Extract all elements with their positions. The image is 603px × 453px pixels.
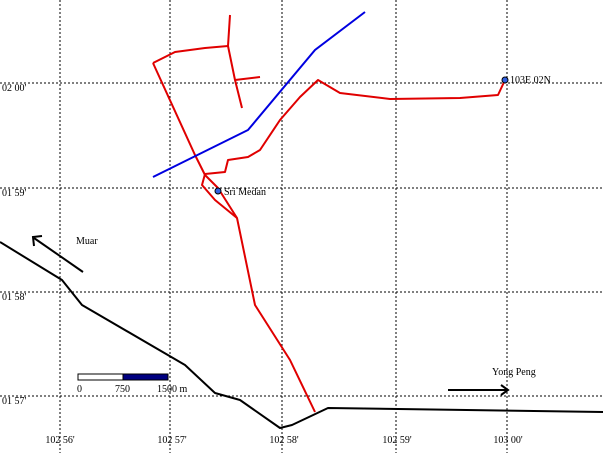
longitude-label: 102 56' bbox=[45, 435, 75, 446]
marker-label: 103E 02N bbox=[510, 75, 551, 86]
longitude-label: 102 57' bbox=[157, 435, 187, 446]
town-point bbox=[214, 187, 222, 195]
longitude-label: 102 58' bbox=[269, 435, 299, 446]
arrow-head bbox=[31, 235, 43, 247]
road bbox=[152, 62, 316, 413]
road bbox=[0, 241, 603, 429]
scale-segment bbox=[122, 373, 169, 381]
marker-point bbox=[501, 76, 509, 84]
place-label: Muar bbox=[76, 236, 98, 247]
scale-bar: 0 750 1500 m bbox=[77, 373, 188, 395]
roads bbox=[0, 11, 603, 429]
arrow-head bbox=[500, 384, 510, 396]
place-label: Yong Peng bbox=[492, 367, 536, 378]
arrow bbox=[33, 237, 84, 273]
latitude-label: 01 57' bbox=[2, 396, 27, 407]
latitude-label: 01 59' bbox=[2, 188, 27, 199]
road bbox=[152, 11, 366, 178]
scale-label: 750 bbox=[115, 384, 130, 395]
longitude-label: 102 59' bbox=[382, 435, 412, 446]
scale-label: 1500 m bbox=[157, 384, 188, 395]
road bbox=[234, 76, 261, 81]
road bbox=[152, 45, 229, 64]
longitude-label: 103 00' bbox=[493, 435, 523, 446]
town-label: Sri Medan bbox=[224, 187, 266, 198]
scale-segment bbox=[77, 373, 124, 381]
latitude-label: 02 00' bbox=[2, 83, 27, 94]
road bbox=[201, 79, 506, 219]
road bbox=[227, 14, 243, 109]
scale-label: 0 bbox=[77, 384, 82, 395]
latitude-label: 01 58' bbox=[2, 292, 27, 303]
arrows bbox=[31, 235, 510, 396]
